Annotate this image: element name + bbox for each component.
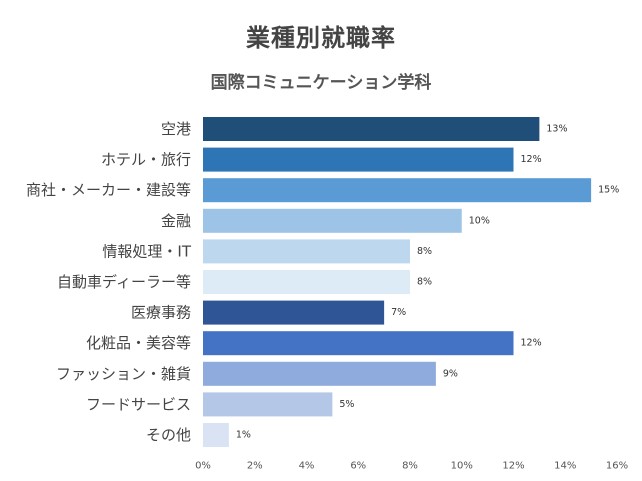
bar (203, 178, 592, 203)
bar (203, 270, 410, 294)
category-label: 商社・メーカー・建設等 (26, 181, 191, 199)
data-label: 8% (417, 246, 432, 257)
x-tick-label: 10% (451, 461, 473, 472)
plot-area: 空港 13% ホテル・旅行 12% 商社・メーカー・建設等 15% 金融 10% 情報処理・IT… (26, 117, 628, 472)
data-label: 1% (236, 430, 251, 441)
data-label: 8% (417, 277, 432, 288)
data-label: 7% (391, 307, 406, 318)
bar (203, 331, 514, 356)
category-label: フードサービス (86, 395, 191, 413)
x-tick-label: 8% (402, 461, 418, 472)
x-tick-label: 12% (502, 461, 524, 472)
bar (203, 239, 410, 264)
x-tick-label: 4% (299, 461, 315, 472)
category-label: ホテル・旅行 (101, 151, 191, 169)
bar (203, 300, 385, 325)
chart-subtitle: 国際コミュニケーション学科 (210, 73, 432, 93)
data-label: 15% (598, 185, 619, 196)
data-label: 13% (546, 124, 567, 135)
data-label: 12% (521, 338, 542, 349)
category-label: 化粧品・美容等 (86, 334, 191, 352)
category-label: 医療事務 (131, 304, 191, 322)
bar (203, 147, 514, 172)
chart-title: 業種別就職率 (246, 24, 396, 52)
data-label: 12% (521, 154, 542, 165)
category-label: 金融 (161, 212, 191, 230)
x-tick-label: 14% (554, 461, 576, 472)
category-label: 情報処理・IT (102, 242, 191, 260)
category-label: その他 (146, 426, 191, 444)
category-label: 空港 (161, 120, 191, 138)
bar (203, 117, 540, 141)
x-tick-label: 16% (606, 461, 628, 472)
x-tick-label: 6% (350, 461, 366, 472)
x-tick-label: 0% (195, 461, 211, 472)
category-label: ファッション・雑貨 (56, 365, 191, 383)
bar (203, 208, 462, 233)
x-tick-label: 2% (247, 461, 263, 472)
data-label: 10% (469, 215, 490, 226)
bar (203, 392, 333, 417)
bar (203, 423, 229, 447)
data-label: 5% (339, 399, 354, 410)
data-label: 9% (443, 368, 458, 379)
bar (203, 361, 436, 386)
category-label: 自動車ディーラー等 (57, 273, 191, 291)
